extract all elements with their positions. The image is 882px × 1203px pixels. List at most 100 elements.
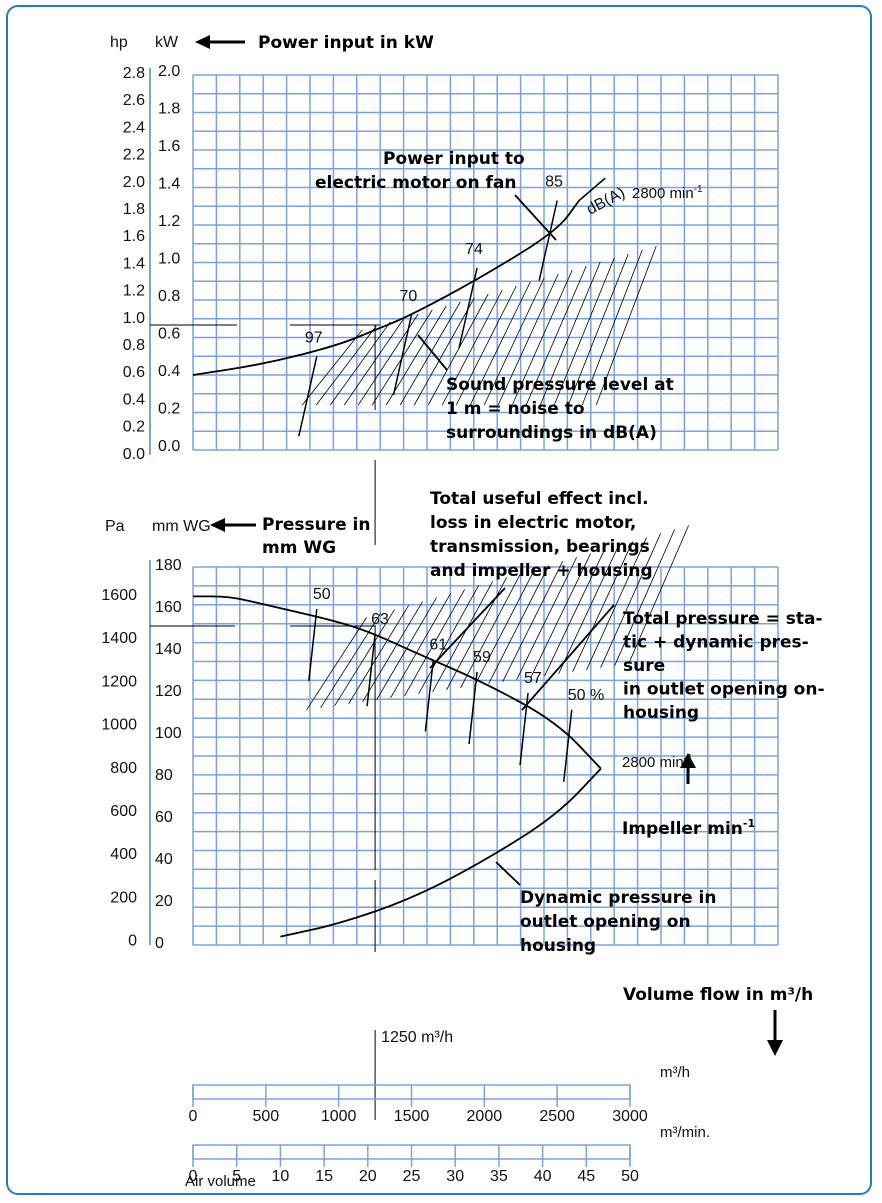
hatch-line <box>334 609 395 707</box>
efficiency-callout-line: and impeller + housing <box>430 561 653 581</box>
efficiency-line <box>308 608 318 682</box>
hatch-line <box>362 601 423 703</box>
pa-tick-label: 1600 <box>101 587 137 604</box>
kw-tick-label: 1.6 <box>158 138 180 155</box>
hatch-line <box>572 541 633 672</box>
hatch-line <box>460 573 521 688</box>
hp-tick-label: 0.8 <box>123 337 145 354</box>
hatch-line <box>413 297 475 406</box>
impeller-sup: -1 <box>743 817 755 830</box>
m3min-axis-tick-label: 10 <box>272 1168 290 1185</box>
upper-speed-sup: -1 <box>694 184 703 195</box>
lower-speed-sup: -1 <box>684 753 693 764</box>
pa-tick-label: 200 <box>110 889 137 906</box>
chart-marks <box>150 177 783 1120</box>
m3min-axis-tick-label: 25 <box>403 1168 421 1185</box>
hatch-line <box>474 569 535 686</box>
upper-y-ticks: 2.8 2.6 2.4 2.2 2.0 1.8 1.6 1.4 1.2 1.0 0.8 0.6 0.4 0… <box>123 63 181 463</box>
sound-level-line <box>392 314 413 396</box>
hp-tick-label: 0.0 <box>123 446 145 463</box>
pa-tick-label: 1400 <box>101 630 137 647</box>
pa-unit-label: Pa <box>105 518 125 535</box>
m3min-axis-tick-label: 40 <box>534 1168 552 1185</box>
power-callout-line: Power input to <box>383 149 525 169</box>
hp-tick-label: 0.6 <box>123 364 145 381</box>
hatch-line <box>455 285 517 406</box>
sound-callout-line: surroundings in dB(A) <box>446 423 657 443</box>
pa-tick-label: 600 <box>110 803 137 820</box>
total-callout-pointer <box>521 604 615 711</box>
lower-y-ticks: 1600140012001000800600400200018016014012… <box>101 557 181 952</box>
m3h-axis-tick-label: 2500 <box>539 1108 575 1125</box>
hatch-line <box>558 545 619 674</box>
kw-tick-label: 1.2 <box>158 213 180 230</box>
hatch-line <box>469 281 531 406</box>
efficiency-label: 57 <box>524 670 542 687</box>
hatch-line <box>376 597 437 701</box>
sound-level-line <box>458 267 478 349</box>
hatch-line <box>530 553 591 678</box>
mmwg-tick-label: 100 <box>155 725 182 742</box>
pressure-title-line2: mm WG <box>262 538 336 558</box>
hatch-line <box>329 321 391 406</box>
power-curve-extension <box>578 177 606 202</box>
power-title: Power input in kW <box>258 33 434 53</box>
m3min-axis-tick-label: 20 <box>359 1168 377 1185</box>
mmwg-tick-label: 20 <box>155 893 173 910</box>
hatch-line <box>567 253 629 406</box>
hatch-line <box>483 277 545 406</box>
efficiency-callout-line: transmission, bearings <box>430 537 650 557</box>
efficiency-label: 59 <box>473 649 491 666</box>
m3min-axis-tick-label: 0 <box>189 1168 198 1185</box>
m3h-axis-tick-label: 3000 <box>612 1108 648 1125</box>
kw-tick-label: 1.8 <box>158 101 180 118</box>
sound-level-label: 74 <box>465 241 483 258</box>
hp-tick-label: 1.4 <box>123 255 145 272</box>
m3min-axis-tick-label: 5 <box>232 1168 241 1185</box>
power-curve <box>192 200 580 376</box>
hp-unit-label: hp <box>110 34 128 51</box>
impeller-label: Impeller min-1 <box>622 817 755 839</box>
mmwg-unit-label: mm WG <box>152 518 211 535</box>
hatch-line <box>315 325 377 406</box>
hp-tick-label: 2.0 <box>123 174 145 191</box>
mmwg-tick-label: 140 <box>155 641 182 658</box>
bottom-axes: 0 500 1000 1500 2000 2500 3000 m³/h 0 5 10 15 20 25 30… <box>185 1064 710 1190</box>
hp-tick-label: 1.0 <box>123 310 145 327</box>
sound-callout-line: 1 m = noise to <box>446 399 585 419</box>
hatch-line <box>511 269 573 406</box>
hatch-line <box>343 317 405 406</box>
m3h-axis-unit-label: m³/h <box>660 1064 690 1081</box>
mmwg-tick-label: 60 <box>155 809 173 826</box>
hatch-line <box>348 605 409 705</box>
kw-tick-label: 0.0 <box>158 438 180 455</box>
dynamic-callout-line: housing <box>520 936 596 956</box>
efficiency-label: 50 <box>313 586 331 603</box>
total-callout-line: housing <box>623 703 699 723</box>
hatch-line <box>488 565 549 684</box>
total-callout-line: in outlet opening on- <box>623 680 825 700</box>
hatch-line <box>320 613 381 709</box>
pa-tick-label: 400 <box>110 846 137 863</box>
dynamic-callout-line: outlet opening on <box>520 912 691 932</box>
dynamic-pressure-curve <box>280 767 602 938</box>
air-volume-caption: Air volume <box>185 1173 256 1190</box>
dynamic-callout-pointer <box>495 861 521 886</box>
mmwg-tick-label: 180 <box>155 557 182 574</box>
hatch-line <box>586 537 647 670</box>
hatch-line <box>614 529 675 666</box>
m3min-axis-tick-label: 15 <box>315 1168 333 1185</box>
pa-tick-label: 800 <box>110 760 137 777</box>
m3h-axis-tick-label: 1000 <box>321 1108 357 1125</box>
total-callout-line: sure <box>623 656 665 676</box>
operating-point-label: 1250 m³/h <box>381 1029 453 1046</box>
hatch-line <box>581 249 643 406</box>
kw-tick-label: 2.0 <box>158 63 180 80</box>
m3min-axis-tick-label: 30 <box>446 1168 464 1185</box>
total-callout-line: tic + dynamic pres- <box>623 633 809 653</box>
hatch-line <box>390 593 451 698</box>
mmwg-tick-label: 40 <box>155 851 173 868</box>
sound-level-label: 97 <box>305 329 323 346</box>
mmwg-tick-label: 80 <box>155 767 173 784</box>
hatch-line <box>301 329 363 406</box>
